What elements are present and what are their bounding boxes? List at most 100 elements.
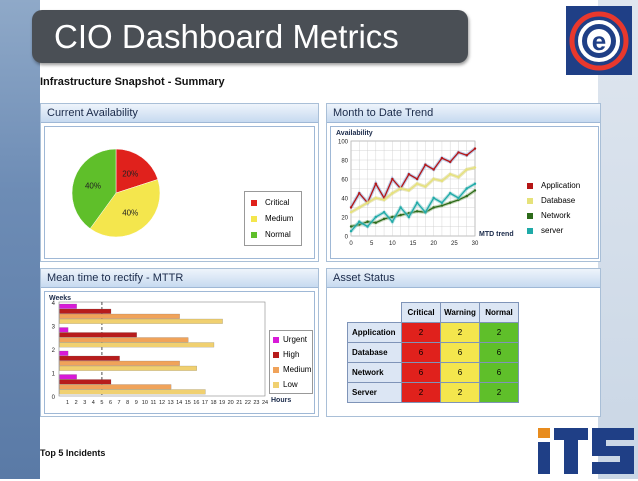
mttr-x-tick-label: 14 <box>176 400 182 406</box>
mttr-x-tick-label: 13 <box>168 400 174 406</box>
legend-swatch <box>527 182 533 189</box>
mttr-x-tick-label: 5 <box>100 400 103 406</box>
trend-y-axis-label: Availability <box>336 130 373 137</box>
trend-point <box>407 189 411 192</box>
legend-item-network: Network <box>527 211 570 220</box>
mttr-y-tick-label: 3 <box>52 325 56 331</box>
trend-point <box>407 173 411 176</box>
legend-swatch <box>273 366 279 373</box>
trend-y-tick-label: 100 <box>338 140 349 146</box>
trend-point <box>457 196 460 200</box>
trend-point <box>399 213 402 217</box>
trend-x-tick-label: 15 <box>410 241 417 247</box>
trend-title: Month to Date Trend <box>327 104 600 123</box>
trend-point <box>465 154 468 157</box>
trend-point <box>465 187 468 190</box>
e-circle-logo: e <box>566 6 632 75</box>
cell-normal: 6 <box>479 362 519 383</box>
trend-point <box>449 192 452 195</box>
legend-label: Application <box>541 181 581 190</box>
legend-label: Urgent <box>283 335 308 344</box>
mttr-bar-low <box>59 389 206 395</box>
legend-swatch <box>251 231 257 238</box>
trend-point <box>391 220 394 223</box>
legend-label: server <box>541 226 564 235</box>
mttr-y-tick-label: 0 <box>52 395 56 401</box>
trend-point <box>349 206 353 209</box>
page-title: CIO Dashboard Metrics <box>54 18 399 55</box>
mttr-bar-urgent <box>59 303 77 309</box>
cell-warning: 2 <box>440 382 480 403</box>
trend-point <box>415 182 419 185</box>
mttr-bar-medium <box>59 337 189 343</box>
table-row: Application 2 2 2 <box>347 322 519 343</box>
trend-point <box>415 201 419 204</box>
trend-x-tick-label: 30 <box>472 241 479 247</box>
column-header-critical: Critical <box>401 302 441 323</box>
trend-point <box>382 198 386 202</box>
mttr-bar-high <box>59 332 137 338</box>
row-header: Application <box>347 322 402 343</box>
mttr-bar-high <box>59 355 120 361</box>
trend-point <box>374 221 377 224</box>
legend-label: Database <box>541 196 576 205</box>
legend-swatch <box>527 212 533 219</box>
mttr-x-tick-label: 7 <box>118 400 121 406</box>
mttr-x-tick-label: 8 <box>126 400 129 406</box>
trend-point <box>399 206 402 209</box>
trend-point <box>399 187 402 190</box>
legend-label: Network <box>541 211 571 220</box>
trend-point <box>424 211 427 214</box>
mttr-legend: Urgent High Medium Low <box>269 330 313 394</box>
trend-x-axis-label: MTD trend <box>479 231 514 238</box>
legend-item-normal: Normal <box>251 230 291 239</box>
availability-panel: Current Availability 20% 40% 40% Critical … <box>40 103 319 262</box>
trend-point <box>432 196 435 200</box>
trend-point <box>440 156 444 160</box>
trend-point <box>473 182 477 185</box>
trend-panel: Month to Date Trend 0 20 40 60 80 100 0 5 10 15 20… <box>326 103 601 262</box>
mttr-x-tick-label: 1 <box>66 400 69 406</box>
trend-point <box>432 206 435 209</box>
mttr-x-tick-label: 3 <box>83 400 86 406</box>
table-row: Server 2 2 2 <box>347 382 519 403</box>
row-header: Network <box>347 362 402 383</box>
trend-x-tick-label: 20 <box>430 241 437 247</box>
mttr-x-tick-label: 2 <box>75 400 78 406</box>
trend-y-tick-label: 60 <box>341 178 348 184</box>
trend-x-tick-label: 5 <box>370 241 374 247</box>
asset-status-title: Asset Status <box>327 269 600 288</box>
column-header-warning: Warning <box>440 302 480 323</box>
mttr-bar-high <box>59 308 112 314</box>
trend-x-tick-label: 25 <box>451 241 458 247</box>
trend-point <box>449 173 452 176</box>
availability-chart-area: 20% 40% 40% Critical Medium Normal <box>44 126 315 259</box>
cell-warning: 6 <box>440 342 480 363</box>
mttr-x-tick-label: 9 <box>135 400 138 406</box>
trend-point <box>440 179 444 183</box>
trend-series-line-server <box>350 183 476 232</box>
cell-warning: 6 <box>440 362 480 383</box>
mttr-bar-urgent <box>59 374 77 380</box>
trend-x-tick-label: 10 <box>389 241 396 247</box>
cell-critical: 6 <box>401 362 441 383</box>
trend-point <box>415 177 419 181</box>
trend-point <box>374 182 377 185</box>
legend-item-medium: Medium <box>273 365 311 374</box>
mttr-bar-low <box>59 318 223 324</box>
pie-slice-label: 40% <box>122 209 138 218</box>
trend-point <box>449 160 452 164</box>
trend-point <box>366 201 369 204</box>
pie-slice-critical <box>115 148 159 194</box>
legend-swatch <box>273 336 279 343</box>
legend-swatch <box>251 215 257 222</box>
legend-item-medium: Medium <box>251 214 293 223</box>
cell-normal: 2 <box>479 322 519 343</box>
legend-swatch <box>527 227 533 234</box>
row-header: Database <box>347 342 402 363</box>
legend-swatch <box>273 351 279 358</box>
legend-label: Medium <box>265 214 294 223</box>
legend-swatch <box>273 381 279 388</box>
mttr-x-tick-label: 6 <box>109 400 112 406</box>
